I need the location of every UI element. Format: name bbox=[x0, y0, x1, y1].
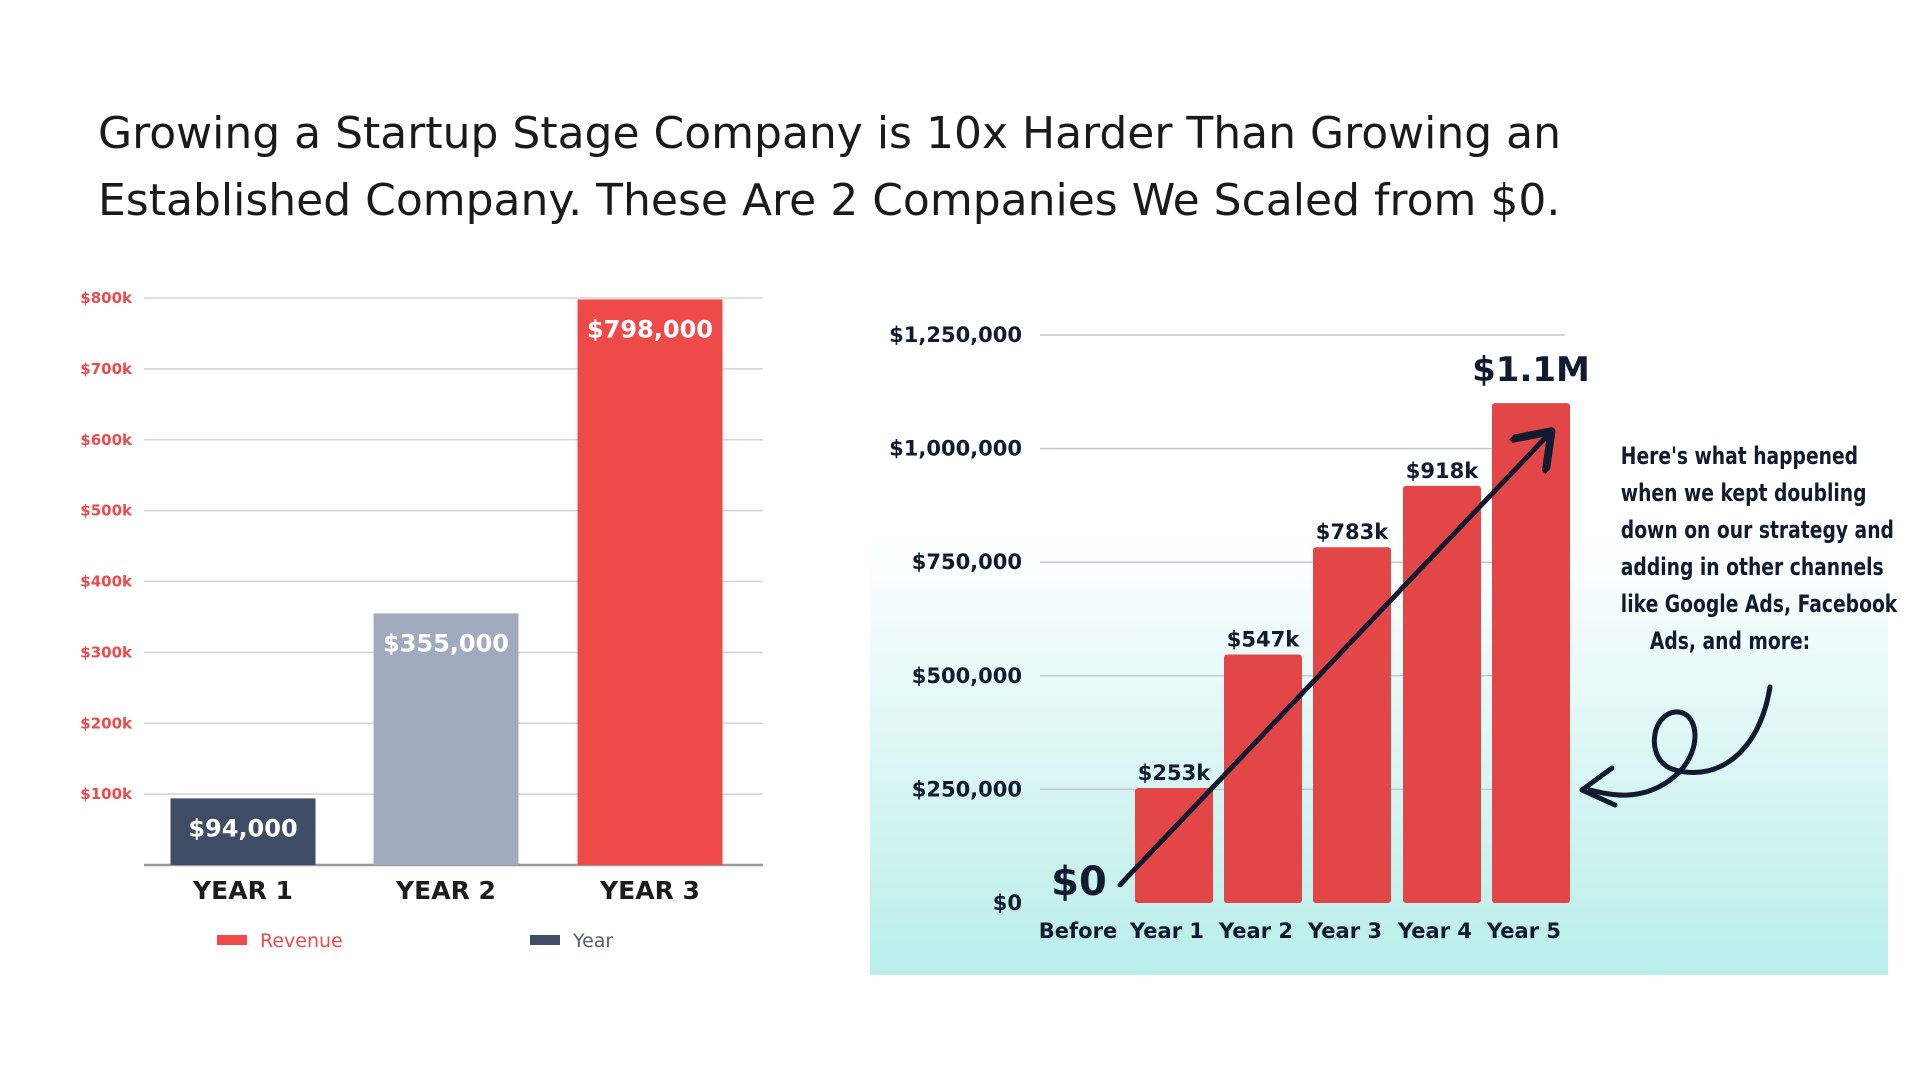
trend-arrow bbox=[1117, 435, 1548, 888]
y-tick-label: $300k bbox=[80, 643, 133, 661]
legend-swatch bbox=[530, 935, 560, 945]
legend-label: Year bbox=[572, 930, 613, 952]
bar-year-1 bbox=[1135, 788, 1213, 903]
data-label: $94,000 bbox=[188, 814, 297, 842]
bar-year-1 bbox=[170, 798, 316, 865]
data-label: $355,000 bbox=[383, 629, 509, 657]
data-label: $1.1M bbox=[1472, 350, 1590, 390]
bar-year-5 bbox=[1492, 403, 1570, 903]
x-tick-label: YEAR 1 bbox=[192, 876, 293, 905]
data-label: $783k bbox=[1316, 520, 1389, 544]
data-label: $918k bbox=[1406, 459, 1479, 483]
callout-line: like Google Ads, Facebook bbox=[1620, 590, 1898, 618]
x-tick-label: Year 2 bbox=[1218, 919, 1293, 943]
x-tick-label: Before bbox=[1039, 919, 1117, 943]
y-tick-label: $0 bbox=[993, 891, 1022, 915]
y-tick-label: $500,000 bbox=[912, 664, 1022, 688]
y-tick-label: $600k bbox=[80, 431, 133, 449]
x-tick-label: Year 5 bbox=[1486, 919, 1561, 943]
data-label: $547k bbox=[1227, 627, 1300, 651]
callout-line: Here's what happened bbox=[1620, 442, 1859, 470]
x-tick-label: YEAR 3 bbox=[599, 876, 700, 905]
bar-year-2 bbox=[1224, 654, 1302, 903]
x-tick-label: Year 4 bbox=[1397, 919, 1472, 943]
y-tick-label: $1,000,000 bbox=[889, 437, 1022, 461]
data-label: $798,000 bbox=[587, 315, 713, 343]
x-tick-label: YEAR 2 bbox=[395, 876, 496, 905]
page-title: Growing a Startup Stage Company is 10x H… bbox=[98, 100, 1798, 234]
y-tick-label: $200k bbox=[80, 714, 133, 732]
bar-year-3 bbox=[1313, 547, 1391, 903]
callout-line: down on our strategy and bbox=[1620, 516, 1894, 544]
y-tick-label: $700k bbox=[80, 360, 133, 378]
data-label: $0 bbox=[1051, 859, 1107, 905]
legend-swatch bbox=[217, 935, 247, 945]
y-tick-label: $400k bbox=[80, 573, 133, 591]
bar-year-4 bbox=[1403, 485, 1481, 903]
y-tick-label: $800k bbox=[80, 289, 133, 307]
x-tick-label: Year 3 bbox=[1307, 919, 1382, 943]
left-revenue-chart: $100k $200k $300k $400k $500k $600k $700k $800k… bbox=[80, 289, 763, 952]
headline-line-2: Established Company. These Are 2 Compani… bbox=[98, 175, 1561, 226]
y-tick-label: $750,000 bbox=[912, 550, 1022, 574]
curly-arrow-head bbox=[1579, 765, 1618, 808]
legend-label: Revenue bbox=[260, 930, 343, 952]
x-tick-label: Year 1 bbox=[1129, 919, 1204, 943]
y-tick-label: $1,250,000 bbox=[889, 323, 1022, 347]
headline-line-1: Growing a Startup Stage Company is 10x H… bbox=[98, 108, 1562, 159]
y-tick-label: $250,000 bbox=[912, 777, 1022, 801]
right-revenue-chart: $0 $250,000 $500,000 $750,000 $1,000,000 $1,2… bbox=[870, 323, 1888, 975]
y-tick-label: $500k bbox=[80, 502, 133, 520]
callout-line: adding in other channels bbox=[1620, 553, 1884, 581]
y-tick-label: $100k bbox=[80, 785, 133, 803]
callout-line: Ads, and more: bbox=[1649, 627, 1811, 655]
callout-text: Here's what happened when we kept doubli… bbox=[1620, 438, 1898, 660]
callout-line: when we kept doubling bbox=[1620, 479, 1867, 507]
bar-year-3 bbox=[577, 299, 723, 866]
bar-year-2 bbox=[373, 613, 519, 865]
data-label: $253k bbox=[1138, 761, 1211, 785]
curly-arrow bbox=[1587, 684, 1773, 798]
